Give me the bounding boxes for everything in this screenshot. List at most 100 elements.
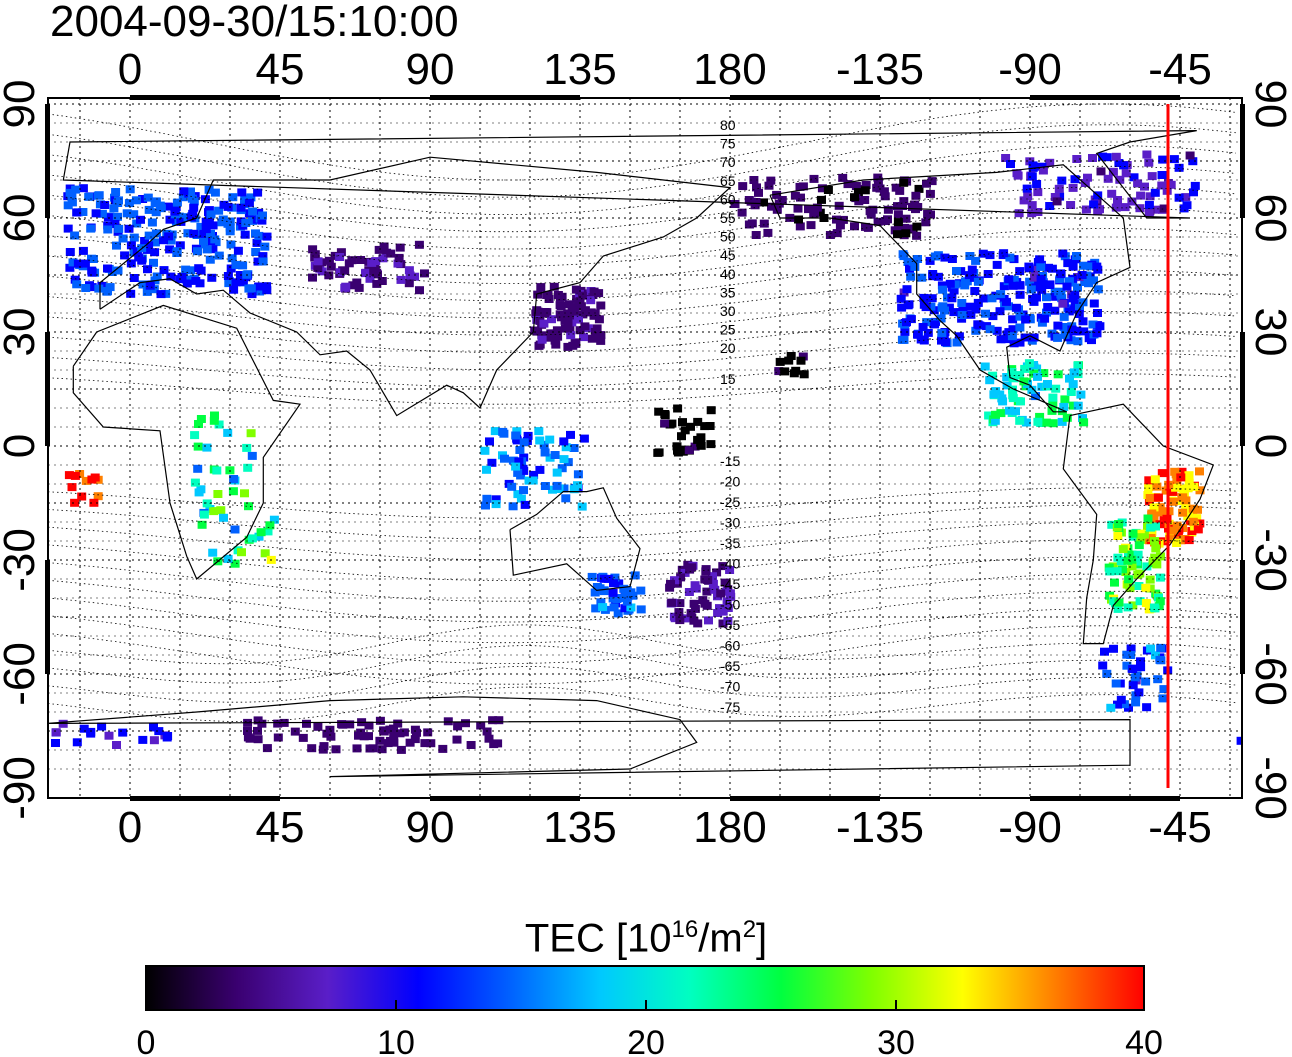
tec-cell: [1021, 315, 1031, 324]
tec-cell: [1001, 154, 1011, 162]
tec-cell: [672, 442, 682, 451]
tec-cell: [230, 559, 240, 568]
tec-cell: [926, 302, 936, 311]
tec-cell: [1181, 504, 1191, 513]
tec-cell: [331, 745, 341, 754]
tec-cell: [1135, 597, 1145, 606]
lat-tick-right: 30: [1246, 308, 1292, 357]
tec-cell: [238, 261, 248, 270]
tec-cell: [385, 725, 395, 734]
tec-cell: [775, 357, 785, 366]
tec-cell: [1020, 364, 1030, 373]
tec-cell: [774, 367, 784, 376]
tec-cell: [256, 528, 266, 537]
tec-cell: [809, 174, 819, 183]
tec-cell: [103, 225, 113, 234]
tec-cell: [1184, 478, 1194, 487]
tec-cell: [653, 448, 663, 457]
tec-cell: [560, 324, 570, 333]
lon-tick-top: 90: [406, 45, 455, 94]
tec-cell: [1157, 181, 1167, 190]
tec-cell: [229, 475, 239, 483]
tec-cell: [196, 222, 206, 231]
contour-label-n6: 50: [720, 229, 736, 245]
colorbar-tick-label: 20: [627, 1024, 665, 1057]
tec-cell: [257, 719, 267, 728]
tec-cell: [395, 729, 405, 738]
tec-cell: [166, 272, 176, 281]
tec-cell: [405, 271, 415, 280]
tec-cell: [579, 333, 588, 342]
tec-cell: [1147, 509, 1157, 518]
tec-cell: [379, 242, 389, 251]
tec-cell: [1127, 550, 1137, 559]
tec-cell: [1033, 188, 1043, 197]
tec-cell: [723, 604, 733, 612]
tec-cell: [1078, 317, 1088, 326]
tec-cell: [1136, 663, 1146, 672]
tec-cell: [938, 302, 948, 311]
tec-cell: [1128, 681, 1138, 690]
tec-cell: [1020, 333, 1030, 342]
tec-cell: [1074, 310, 1084, 318]
tec-cell: [1189, 188, 1198, 197]
tec-cell: [1004, 302, 1013, 311]
tec-cell: [1029, 365, 1039, 374]
tec-cell: [372, 268, 382, 277]
tec-cell: [176, 217, 186, 226]
tec-cell: [704, 616, 713, 625]
frame-bar-bottom-0: [130, 796, 280, 801]
tec-cell: [302, 719, 311, 728]
tec-cell: [1093, 309, 1102, 317]
tec-cell: [1047, 264, 1057, 273]
tec-cell: [1077, 271, 1087, 279]
tec-cell: [1171, 483, 1181, 492]
tec-cell: [883, 215, 892, 224]
colorbar-label-unit-exponent: 2: [742, 916, 757, 943]
lat-tick-right: 0: [1246, 434, 1292, 458]
lat-tick-right: 60: [1246, 194, 1292, 243]
tec-cell: [172, 198, 182, 207]
tec-cell: [112, 741, 121, 749]
tec-cell: [667, 598, 677, 607]
tec-cell: [786, 352, 796, 360]
tec-cell: [257, 216, 267, 225]
tec-cell: [975, 321, 985, 330]
tec-cell: [1012, 169, 1022, 178]
tec-cell: [901, 229, 911, 238]
tec-cell: [1113, 196, 1122, 204]
lon-tick-top: 45: [256, 45, 305, 94]
tec-cell: [487, 458, 497, 467]
tec-cell: [308, 273, 317, 282]
tec-cell: [179, 187, 189, 196]
tec-cell: [364, 721, 374, 730]
tec-cell: [528, 476, 538, 485]
tec-cell: [485, 437, 494, 446]
tec-cell: [539, 319, 549, 328]
tec-cell: [730, 200, 740, 208]
axis-tick-labels: 0 45 90 135 180 -135 -90 -450 45 90 135 180 -135 -90-…: [0, 45, 1292, 852]
tec-cell: [900, 223, 910, 232]
tec-cell: [1078, 298, 1088, 307]
tec-cell: [415, 286, 424, 295]
tec-cell: [175, 241, 185, 250]
tec-cell: [68, 258, 78, 267]
frame-bars: [45, 95, 1245, 801]
tec-cell: [516, 494, 526, 503]
tec-cell: [780, 367, 790, 376]
tec-cell: [571, 311, 581, 320]
tec-cell: [149, 723, 158, 732]
tec-cell: [238, 277, 248, 286]
tec-cell: [365, 744, 375, 753]
tec-cell: [273, 733, 283, 742]
tec-cell: [680, 426, 690, 435]
tec-cell: [917, 273, 927, 282]
tec-cell: [1152, 508, 1162, 517]
tec-cell: [1145, 494, 1155, 502]
tec-cell: [636, 605, 646, 614]
tec-cell: [708, 572, 717, 581]
tec-cell: [1042, 308, 1051, 317]
tec-cell: [754, 188, 763, 197]
tec-cell: [594, 289, 604, 298]
tec-cell: [660, 419, 670, 428]
